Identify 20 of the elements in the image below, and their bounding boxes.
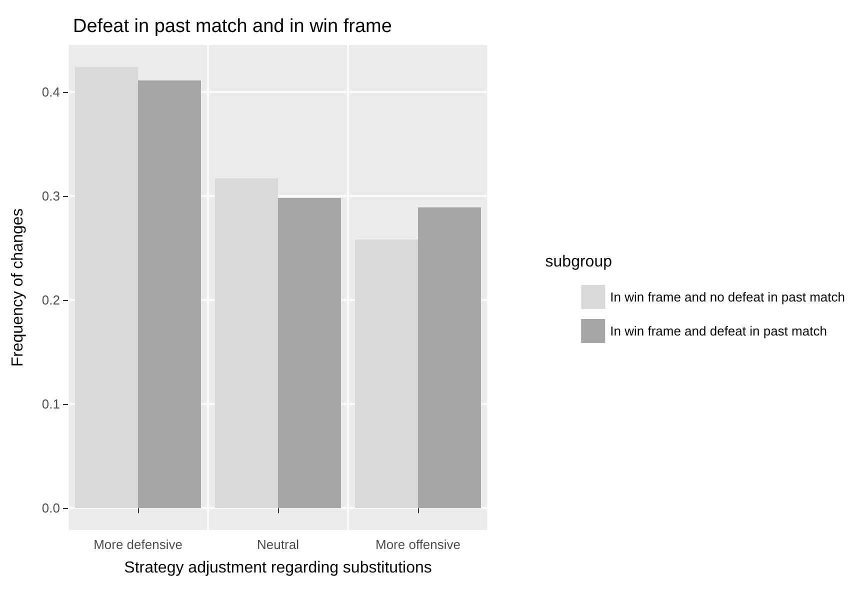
bar <box>138 80 201 508</box>
y-tick-label: 0.4 <box>42 84 60 100</box>
legend-title: subgroup <box>545 254 612 270</box>
x-tick-label: Neutral <box>257 537 300 552</box>
y-tick-label: 0.0 <box>42 500 60 516</box>
x-axis-title: Strategy adjustment regarding substitutions <box>124 560 432 576</box>
bar <box>355 240 418 508</box>
legend-label: In win frame and no defeat in past match <box>610 290 846 304</box>
y-tick-label: 0.2 <box>42 292 60 308</box>
legend-label: In win frame and defeat in past match <box>610 324 827 338</box>
bar <box>75 66 138 508</box>
bar <box>418 207 481 508</box>
y-tick-label: 0.1 <box>42 396 60 412</box>
x-tick-label: More offensive <box>375 537 461 552</box>
y-axis-title: Frequency of changes <box>10 208 26 367</box>
bar <box>278 198 341 508</box>
chart-title: Defeat in past match and in win frame <box>73 16 392 37</box>
y-tick-label: 0.3 <box>42 188 60 204</box>
bar <box>215 178 278 508</box>
x-tick-label: More defensive <box>94 537 182 552</box>
